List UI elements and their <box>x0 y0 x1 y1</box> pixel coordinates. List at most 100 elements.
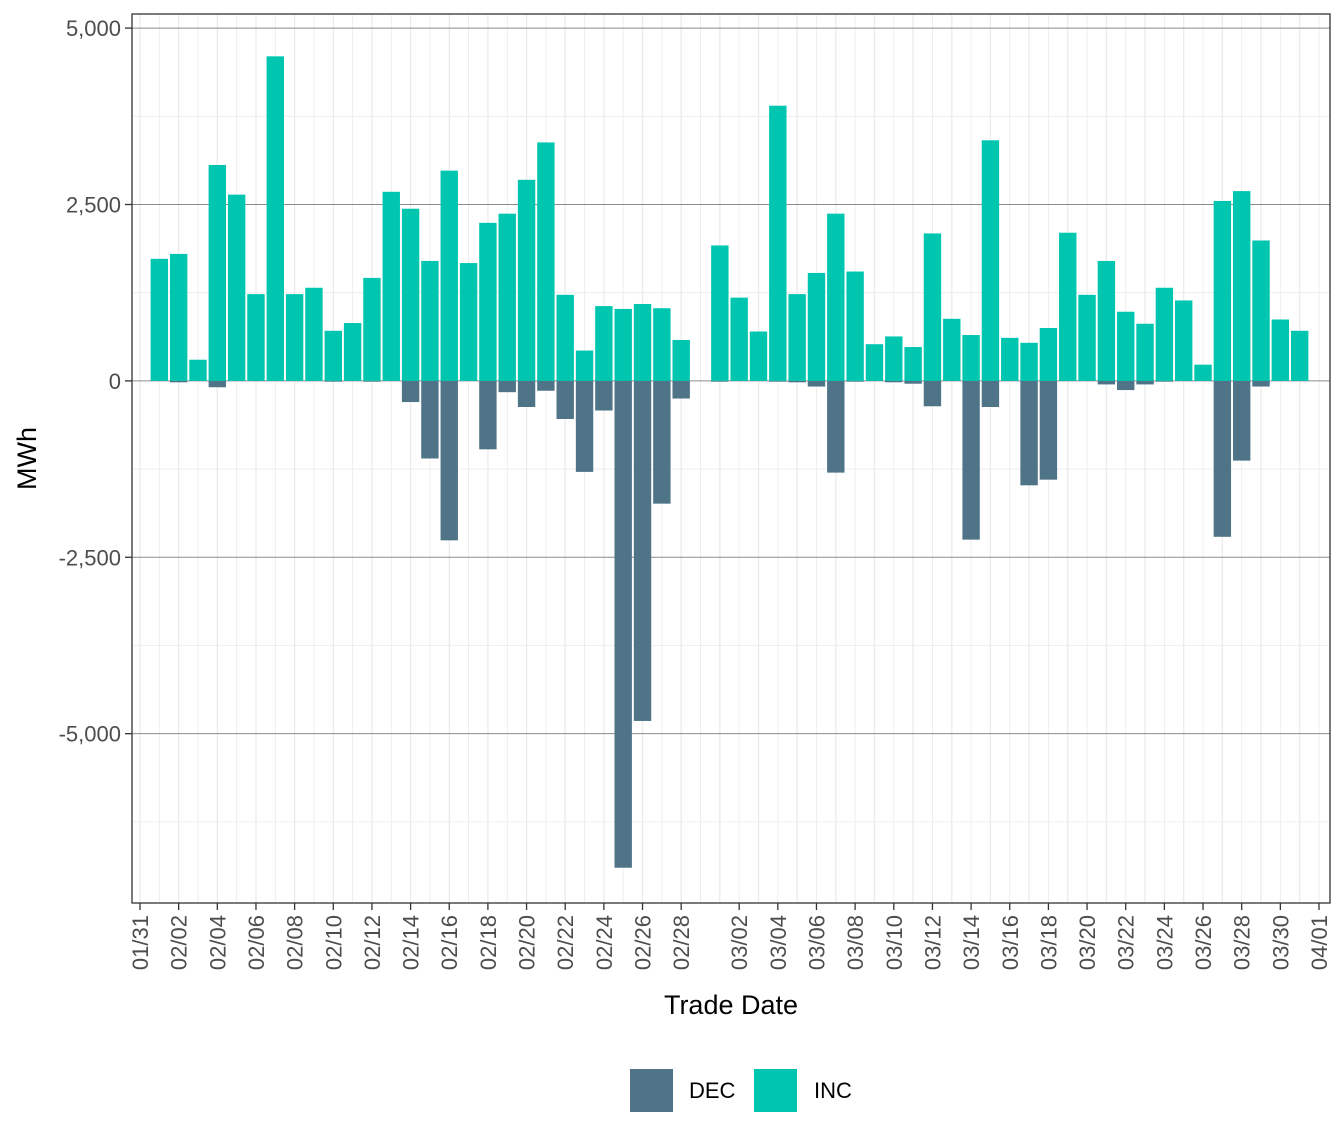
bar-dec <box>653 380 671 504</box>
bar-inc <box>382 191 400 381</box>
bar-dec <box>1039 380 1058 480</box>
x-tick-label: 02/02 <box>167 915 192 970</box>
x-tick-label: 04/01 <box>1307 915 1332 970</box>
x-tick-label: 02/24 <box>592 915 617 970</box>
x-tick-label: 03/26 <box>1191 915 1216 970</box>
bar-dec <box>672 380 690 399</box>
bar-dec <box>1232 380 1251 461</box>
bar-dec <box>1117 380 1135 391</box>
bar-inc <box>305 287 323 381</box>
grid <box>132 14 1330 903</box>
bar-inc <box>788 294 806 381</box>
x-tick-label: 02/04 <box>205 915 230 970</box>
y-axis-title: MWh <box>12 427 42 490</box>
bar-inc <box>517 179 536 381</box>
bar-inc <box>633 303 652 381</box>
bar-inc <box>537 142 555 381</box>
bar-inc <box>498 213 516 381</box>
bar-dec <box>1136 380 1154 385</box>
bar-inc <box>827 213 845 381</box>
x-tick-label: 02/22 <box>553 915 578 970</box>
bar-dec <box>827 380 845 473</box>
bar-dec <box>1155 380 1174 382</box>
x-tick-label: 03/24 <box>1152 915 1177 970</box>
x-tick-label: 03/28 <box>1230 915 1255 970</box>
bar-inc <box>324 330 342 381</box>
bar-inc <box>363 277 381 381</box>
x-tick-label: 01/31 <box>128 915 153 970</box>
x-tick-label: 02/20 <box>515 915 540 970</box>
bar-inc <box>440 170 458 381</box>
bar-dec <box>537 380 555 391</box>
bar-inc <box>401 208 420 381</box>
legend: DEC INC <box>630 1069 852 1112</box>
bar-inc <box>556 294 574 381</box>
bar-dec <box>1097 380 1116 385</box>
y-tick-label: -5,000 <box>59 722 121 747</box>
bar-inc <box>208 164 227 381</box>
y-tick-label: -2,500 <box>59 545 121 570</box>
bar-inc <box>904 347 922 381</box>
bar-dec <box>614 380 632 868</box>
bar-inc <box>1252 240 1270 381</box>
bar-inc <box>1039 327 1058 381</box>
bar-dec <box>769 380 787 382</box>
bar-inc <box>1290 330 1309 381</box>
bar-dec <box>169 380 188 383</box>
bar-inc <box>962 335 980 381</box>
bar-inc <box>614 308 632 381</box>
bar-dec <box>1213 380 1232 537</box>
x-tick-label: 03/18 <box>1036 915 1061 970</box>
bar-inc <box>943 318 961 381</box>
y-tick-label: 5,000 <box>66 16 121 41</box>
bar-inc <box>1097 260 1116 381</box>
x-tick-label: 02/06 <box>244 915 269 970</box>
x-tick-label: 03/12 <box>920 915 945 970</box>
bar-dec <box>324 380 342 382</box>
x-tick-label: 03/16 <box>998 915 1023 970</box>
legend-key-inc <box>754 1069 797 1112</box>
bar-inc <box>711 245 729 381</box>
bar-dec <box>904 380 922 384</box>
bar-dec <box>479 380 497 450</box>
x-tick-label: 02/14 <box>399 915 424 970</box>
bar-inc <box>1020 342 1038 381</box>
bar-dec <box>1252 380 1270 387</box>
panel-border <box>131 13 1331 904</box>
bar-inc <box>1194 364 1212 381</box>
bar-inc <box>769 105 787 381</box>
bar-dec <box>962 380 980 540</box>
bar-inc <box>672 339 690 381</box>
x-tick-label: 02/10 <box>321 915 346 970</box>
bar-dec <box>208 380 227 388</box>
bar-inc <box>421 260 439 381</box>
x-tick-label: 03/06 <box>804 915 829 970</box>
bar-dec <box>885 380 903 383</box>
bar-dec <box>923 380 942 407</box>
bar-inc <box>653 308 671 381</box>
bar-inc <box>169 253 188 381</box>
bar-inc <box>189 359 207 381</box>
x-tick-label: 03/08 <box>843 915 868 970</box>
bar-inc <box>1001 337 1019 381</box>
x-tick-label: 03/04 <box>766 915 791 970</box>
bar-inc <box>1175 300 1193 381</box>
bar-inc <box>749 331 768 381</box>
bar-inc <box>981 140 1000 381</box>
bar-dec <box>421 380 439 459</box>
bar-inc <box>885 336 903 381</box>
x-tick-label: 03/10 <box>882 915 907 970</box>
legend-label-inc: INC <box>814 1078 852 1103</box>
bar-dec <box>711 380 729 382</box>
bar-inc <box>1059 232 1077 381</box>
bar-inc <box>846 271 864 381</box>
x-tick-label: 03/14 <box>959 915 984 970</box>
bar-inc <box>150 258 169 381</box>
x-tick-label: 02/26 <box>631 915 656 970</box>
bars <box>150 56 1309 868</box>
x-tick-label: 02/08 <box>283 915 308 970</box>
bar-dec <box>846 380 864 382</box>
bar-inc <box>865 344 884 381</box>
